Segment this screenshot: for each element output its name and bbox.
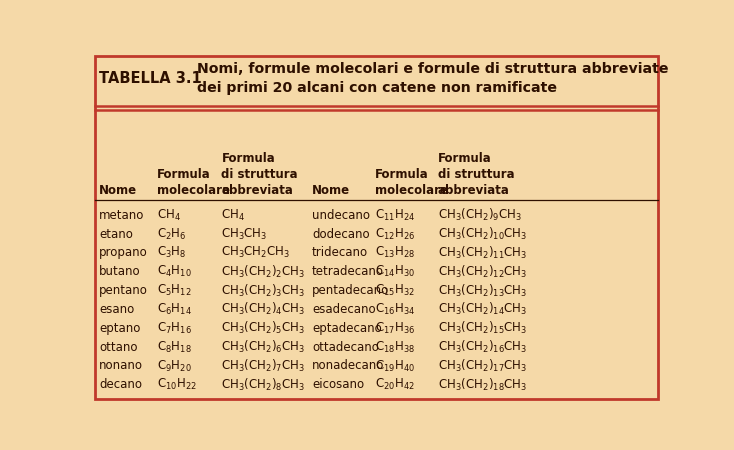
Text: Nomi, formule molecolari e formule di struttura abbreviate
dei primi 20 alcani c: Nomi, formule molecolari e formule di st… (197, 62, 669, 94)
Text: C$_2$H$_6$: C$_2$H$_6$ (157, 226, 186, 242)
Text: CH$_3$(CH$_2$)$_5$CH$_3$: CH$_3$(CH$_2$)$_5$CH$_3$ (222, 320, 305, 336)
Text: C$_8$H$_{18}$: C$_8$H$_{18}$ (157, 340, 192, 355)
Text: propano: propano (99, 247, 148, 259)
Text: CH$_3$(CH$_2$)$_{13}$CH$_3$: CH$_3$(CH$_2$)$_{13}$CH$_3$ (437, 283, 527, 299)
Text: CH$_3$(CH$_2$)$_9$CH$_3$: CH$_3$(CH$_2$)$_9$CH$_3$ (437, 207, 522, 223)
Text: esadecano: esadecano (312, 303, 376, 316)
Text: C$_9$H$_{20}$: C$_9$H$_{20}$ (157, 359, 192, 374)
Text: CH$_3$(CH$_2$)$_6$CH$_3$: CH$_3$(CH$_2$)$_6$CH$_3$ (222, 339, 305, 355)
Text: C$_4$H$_{10}$: C$_4$H$_{10}$ (157, 264, 192, 279)
Text: C$_{10}$H$_{22}$: C$_{10}$H$_{22}$ (157, 377, 197, 392)
Text: eptadecano: eptadecano (312, 322, 382, 335)
Text: C$_{11}$H$_{24}$: C$_{11}$H$_{24}$ (375, 207, 415, 223)
Text: pentadecano: pentadecano (312, 284, 389, 297)
Text: Nome: Nome (312, 184, 350, 198)
Text: C$_6$H$_{14}$: C$_6$H$_{14}$ (157, 302, 192, 317)
Text: CH$_3$(CH$_2$)$_8$CH$_3$: CH$_3$(CH$_2$)$_8$CH$_3$ (222, 377, 305, 393)
Text: undecano: undecano (312, 209, 370, 222)
Text: CH$_3$(CH$_2$)$_{15}$CH$_3$: CH$_3$(CH$_2$)$_{15}$CH$_3$ (437, 320, 527, 336)
Text: decano: decano (99, 378, 142, 392)
Text: CH$_3$CH$_3$: CH$_3$CH$_3$ (222, 226, 268, 242)
Text: esano: esano (99, 303, 134, 316)
Text: tridecano: tridecano (312, 247, 368, 259)
Text: CH$_3$(CH$_2$)$_{11}$CH$_3$: CH$_3$(CH$_2$)$_{11}$CH$_3$ (437, 245, 527, 261)
Text: C$_{13}$H$_{28}$: C$_{13}$H$_{28}$ (375, 245, 415, 261)
Text: CH$_3$(CH$_2$)$_{10}$CH$_3$: CH$_3$(CH$_2$)$_{10}$CH$_3$ (437, 226, 527, 242)
Text: ottano: ottano (99, 341, 138, 354)
Text: C$_3$H$_8$: C$_3$H$_8$ (157, 245, 186, 261)
Text: CH$_3$(CH$_2$)$_{17}$CH$_3$: CH$_3$(CH$_2$)$_{17}$CH$_3$ (437, 358, 527, 374)
Text: metano: metano (99, 209, 145, 222)
Text: ottadecano: ottadecano (312, 341, 379, 354)
Text: C$_7$H$_{16}$: C$_7$H$_{16}$ (157, 321, 192, 336)
Text: nonadecano: nonadecano (312, 360, 385, 373)
Text: CH$_3$(CH$_2$)$_{12}$CH$_3$: CH$_3$(CH$_2$)$_{12}$CH$_3$ (437, 264, 527, 280)
Text: C$_{19}$H$_{40}$: C$_{19}$H$_{40}$ (375, 359, 415, 374)
FancyBboxPatch shape (95, 56, 658, 399)
Text: C$_{14}$H$_{30}$: C$_{14}$H$_{30}$ (375, 264, 415, 279)
Text: pentano: pentano (99, 284, 148, 297)
Text: CH$_3$(CH$_2$)$_7$CH$_3$: CH$_3$(CH$_2$)$_7$CH$_3$ (222, 358, 305, 374)
Text: CH$_3$(CH$_2$)$_2$CH$_3$: CH$_3$(CH$_2$)$_2$CH$_3$ (222, 264, 305, 280)
Text: Nome: Nome (99, 184, 137, 198)
Text: C$_{16}$H$_{34}$: C$_{16}$H$_{34}$ (375, 302, 415, 317)
Text: dodecano: dodecano (312, 228, 369, 241)
Text: Formula
di struttura
abbreviata: Formula di struttura abbreviata (222, 153, 298, 198)
Text: C$_{12}$H$_{26}$: C$_{12}$H$_{26}$ (375, 226, 415, 242)
Text: CH$_3$(CH$_2$)$_{18}$CH$_3$: CH$_3$(CH$_2$)$_{18}$CH$_3$ (437, 377, 527, 393)
Text: C$_{20}$H$_{42}$: C$_{20}$H$_{42}$ (375, 377, 415, 392)
Text: C$_{17}$H$_{36}$: C$_{17}$H$_{36}$ (375, 321, 415, 336)
Text: CH$_4$: CH$_4$ (157, 207, 181, 223)
Text: CH$_3$(CH$_2$)$_{16}$CH$_3$: CH$_3$(CH$_2$)$_{16}$CH$_3$ (437, 339, 527, 355)
Text: CH$_3$(CH$_2$)$_3$CH$_3$: CH$_3$(CH$_2$)$_3$CH$_3$ (222, 283, 305, 299)
Text: CH$_3$(CH$_2$)$_4$CH$_3$: CH$_3$(CH$_2$)$_4$CH$_3$ (222, 302, 305, 318)
Text: Formula
molecolare: Formula molecolare (375, 168, 448, 198)
Text: CH$_3$(CH$_2$)$_{14}$CH$_3$: CH$_3$(CH$_2$)$_{14}$CH$_3$ (437, 302, 527, 318)
Text: nonano: nonano (99, 360, 143, 373)
Text: Formula
molecolare: Formula molecolare (157, 168, 230, 198)
Text: butano: butano (99, 265, 141, 278)
Text: Formula
di struttura
abbreviata: Formula di struttura abbreviata (437, 153, 515, 198)
Text: C$_{18}$H$_{38}$: C$_{18}$H$_{38}$ (375, 340, 415, 355)
Text: eptano: eptano (99, 322, 140, 335)
Text: TABELLA 3.1: TABELLA 3.1 (99, 71, 202, 86)
Text: tetradecano: tetradecano (312, 265, 384, 278)
Text: eicosano: eicosano (312, 378, 364, 392)
Text: C$_{15}$H$_{32}$: C$_{15}$H$_{32}$ (375, 283, 415, 298)
Text: etano: etano (99, 228, 133, 241)
Text: CH$_3$CH$_2$CH$_3$: CH$_3$CH$_2$CH$_3$ (222, 245, 291, 261)
Text: CH$_4$: CH$_4$ (222, 207, 245, 223)
Text: C$_5$H$_{12}$: C$_5$H$_{12}$ (157, 283, 192, 298)
